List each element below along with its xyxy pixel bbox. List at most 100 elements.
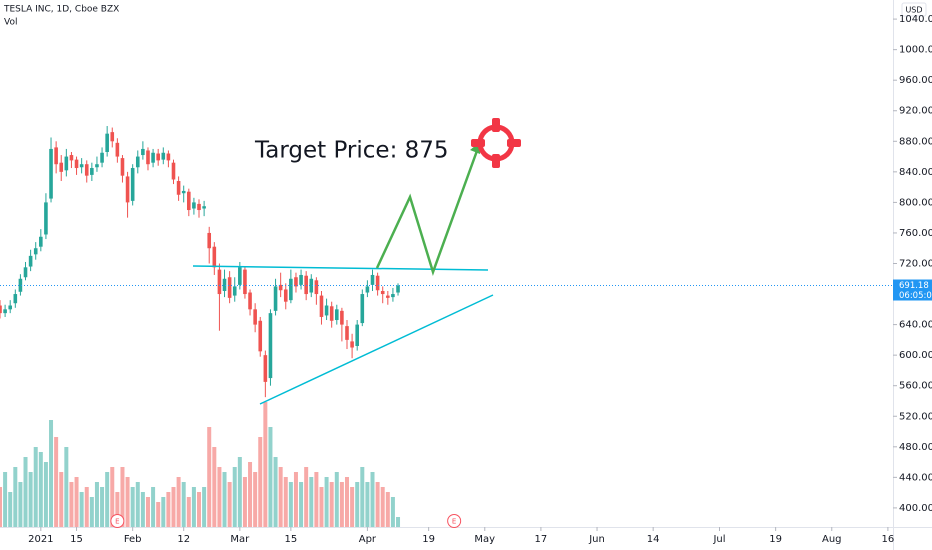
y-tick-label: 1000.00 <box>899 45 932 56</box>
volume-bar <box>390 497 395 527</box>
volume-bar <box>115 492 120 527</box>
volume-bar <box>360 467 365 527</box>
candle-body <box>202 206 206 209</box>
x-tick-label: 15 <box>70 534 83 545</box>
volume-bar <box>339 482 344 527</box>
candle-body <box>8 305 13 310</box>
volume-bar <box>43 462 48 527</box>
volume-bar <box>253 472 258 527</box>
volume-bar <box>288 482 293 527</box>
candle-body <box>23 267 28 278</box>
volume-bar <box>64 447 69 527</box>
volume-bar <box>13 467 18 527</box>
volume-bar <box>385 492 390 527</box>
y-tick-label: 640.00 <box>899 320 932 331</box>
volume-bar <box>278 467 283 527</box>
volume-bar <box>79 492 84 527</box>
candle-body <box>263 355 268 382</box>
volume-bar <box>304 467 309 527</box>
candle-body <box>181 190 186 194</box>
volume-bar <box>396 517 401 527</box>
volume-bar <box>227 482 232 527</box>
volume-bar <box>258 437 263 527</box>
volume-bar <box>171 487 176 527</box>
y-tick-label: 480.00 <box>899 442 932 453</box>
candle-body <box>304 275 308 295</box>
candle-body <box>120 158 125 176</box>
candle-body <box>151 152 155 163</box>
volume-bar <box>299 482 304 527</box>
candle-body <box>355 324 359 346</box>
candle-body <box>59 162 64 172</box>
volume-label: Vol <box>4 18 17 28</box>
volume-bar <box>344 477 349 527</box>
volume-bar <box>191 487 196 527</box>
last-price-label: 691.18 <box>899 281 929 291</box>
y-tick-label: 880.00 <box>899 136 932 147</box>
candle-body <box>273 286 278 311</box>
candle-body <box>258 320 263 352</box>
candle-body <box>386 295 390 298</box>
candle-body <box>105 133 109 152</box>
candle-body <box>166 153 171 161</box>
candle-body <box>44 202 48 235</box>
volume-bar <box>130 487 135 527</box>
resistance-line <box>192 265 489 271</box>
earnings-label: E <box>452 518 456 526</box>
candle-body <box>115 142 120 157</box>
volume-bar <box>263 402 268 527</box>
volume-bar <box>324 477 329 527</box>
candle-body <box>95 164 99 168</box>
x-tick-label: 15 <box>284 534 297 545</box>
candle-body <box>39 236 43 247</box>
candle-body <box>217 269 222 295</box>
volume-bar <box>120 467 125 527</box>
candle-body <box>299 274 303 285</box>
candle-body <box>3 309 7 314</box>
y-tick-label: 920.00 <box>899 106 932 117</box>
x-tick-label: 2021 <box>28 534 53 545</box>
target-tick <box>492 118 500 132</box>
volume-bar <box>207 427 212 527</box>
candle-body <box>135 156 140 168</box>
volume-bar <box>309 477 314 527</box>
x-tick-label: 19 <box>422 534 435 545</box>
volume-bar <box>268 427 273 527</box>
volume-bar <box>176 477 181 527</box>
volume-bar <box>202 487 207 527</box>
candle-body <box>125 176 130 203</box>
volume-bar <box>84 487 89 527</box>
candle-body <box>176 181 181 195</box>
volume-bar <box>186 497 191 527</box>
candle-body <box>192 202 196 209</box>
volume-bar <box>334 472 339 527</box>
x-tick-label: Aug <box>822 534 842 545</box>
volume-bar <box>151 487 156 527</box>
target-icon <box>471 118 521 168</box>
currency-box[interactable] <box>901 2 927 17</box>
candle-body <box>278 284 283 291</box>
y-tick-label: 960.00 <box>899 75 932 86</box>
volume-bar <box>197 492 202 527</box>
candle-body <box>171 162 176 180</box>
volume-bar <box>273 457 278 527</box>
candle-body <box>232 286 237 296</box>
volume-bar <box>8 492 13 527</box>
x-tick-label: 19 <box>769 534 782 545</box>
x-tick-label: Jul <box>712 534 725 545</box>
y-tick-label: 520.00 <box>899 411 932 422</box>
candle-body <box>187 191 191 211</box>
projection-path <box>375 147 480 276</box>
target-tick <box>492 154 500 168</box>
candle-body <box>309 278 314 293</box>
candle-body <box>207 232 212 249</box>
candle-body <box>396 285 400 293</box>
candle-body <box>243 269 247 295</box>
candle-body <box>222 278 227 291</box>
candle-body <box>360 294 365 324</box>
earnings-marker <box>110 514 125 528</box>
candle-body <box>375 275 380 291</box>
x-tick-label: Feb <box>124 534 142 545</box>
volume-bar <box>181 482 186 527</box>
volume-bar <box>237 457 242 527</box>
